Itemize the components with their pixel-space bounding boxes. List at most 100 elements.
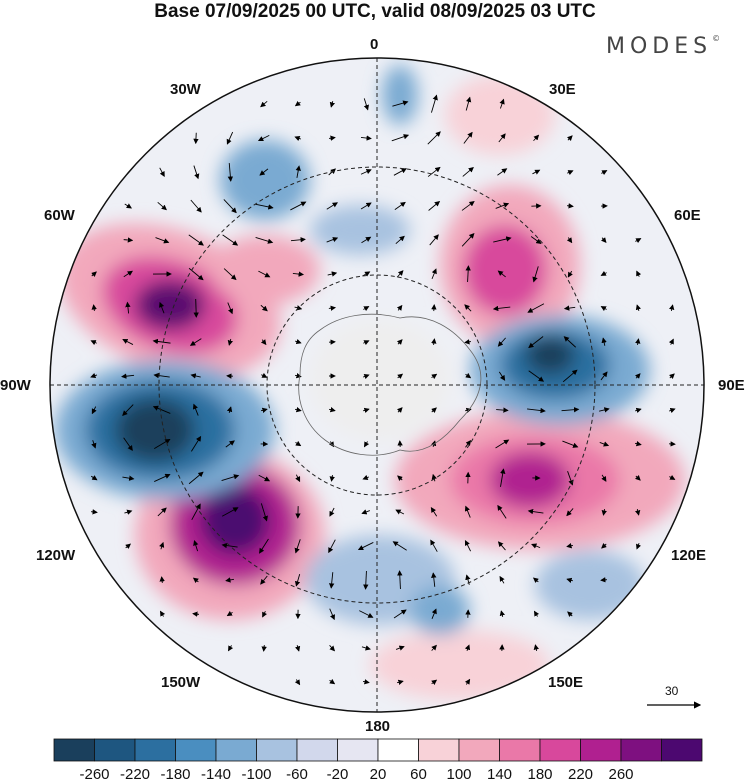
wind-arrow [125, 301, 131, 314]
wind-arrow [497, 270, 506, 278]
wind-arrow [295, 440, 302, 447]
wind-arrow [635, 238, 642, 244]
wind-arrow [123, 270, 133, 278]
wind-arrow [363, 98, 369, 111]
wind-arrow [294, 644, 301, 652]
wind-arrow [396, 304, 403, 311]
graticule [50, 58, 704, 712]
wind-arrow [260, 503, 268, 522]
wind-arrow [431, 679, 438, 686]
wind-arrow [295, 338, 302, 345]
wind-arrow [359, 610, 374, 618]
wind-arrow [601, 508, 607, 516]
wind-arrow [463, 131, 473, 144]
colorbar-tick-label: -220 [119, 766, 151, 783]
wind-arrow [121, 373, 135, 379]
map-boundary [49, 57, 705, 713]
wind-arrow [257, 134, 270, 142]
wind-arrow [125, 543, 132, 550]
lon-label-150e: 150E [548, 674, 584, 691]
positive-anomaly-northeast-core [463, 225, 547, 315]
colorbar-tick-label: 100 [446, 766, 472, 783]
wind-arrow [600, 270, 607, 276]
wind-arrow [362, 474, 369, 481]
wind-arrow [260, 100, 268, 108]
copyright-mark: © [712, 34, 721, 43]
lon-label-180: 180 [365, 718, 391, 735]
wind-arrow [498, 133, 506, 143]
wind-arrow [157, 201, 167, 211]
wind-arrow [326, 237, 339, 243]
wind-arrow [601, 474, 607, 482]
wind-arrow [635, 508, 641, 516]
wind-arrow [124, 203, 133, 209]
wind-arrow [431, 644, 437, 651]
wind-arrow [635, 304, 642, 311]
wind-arrow [496, 407, 509, 413]
negative-anomaly-south-2 [410, 585, 470, 635]
wind-arrow [223, 199, 237, 214]
wind-arrow [290, 237, 306, 243]
wind-arrow [431, 608, 437, 620]
wind-arrow [363, 570, 369, 590]
wind-arrow [495, 439, 510, 449]
wind-arrow [159, 167, 165, 177]
wind-arrow [635, 475, 641, 481]
wind-arrow [397, 570, 403, 590]
lon-label-30e: 30E [549, 81, 576, 98]
wind-arrow [192, 403, 199, 416]
wind-arrow [393, 168, 407, 176]
wind-arrow [465, 265, 471, 282]
wind-arrow [329, 100, 336, 108]
reference-vector-label: 30 [665, 684, 679, 698]
wind-arrow [258, 270, 271, 278]
wind-arrow [396, 679, 404, 685]
wind-arrow [599, 441, 610, 447]
wind-arrow [600, 577, 608, 583]
wind-arrow [191, 503, 201, 521]
wind-arrow [395, 645, 405, 651]
wind-arrow [635, 338, 641, 346]
colorbar-tick-label: 20 [369, 766, 387, 783]
wind-arrow [465, 372, 472, 379]
wind-arrow [493, 236, 512, 243]
colorbar-tick-label: -100 [241, 766, 272, 783]
positive-anomaly-southwest-peak [200, 485, 270, 555]
wind-arrow [464, 540, 472, 552]
wind-arrow [226, 610, 233, 617]
wind-arrow [261, 372, 268, 378]
colorbar-tick-label: 140 [486, 766, 513, 783]
wind-arrow [225, 440, 235, 448]
wind-arrow [122, 475, 135, 481]
wind-arrow [122, 404, 134, 417]
wind-arrow [495, 202, 510, 209]
wind-arrow [329, 645, 336, 652]
wind-arrow [295, 474, 301, 483]
wind-arrow [532, 266, 539, 283]
wind-arrow [497, 337, 506, 347]
wind-arrow [566, 508, 574, 517]
wind-arrow [532, 577, 539, 584]
wind-arrow [391, 134, 410, 142]
wind-arrow [431, 373, 438, 380]
wind-arrow [499, 98, 505, 109]
wind-arrow [566, 203, 574, 209]
lon-label-90w: 90W [0, 377, 31, 394]
wind-arrow [328, 305, 337, 311]
wind-arrow [223, 268, 237, 281]
wind-arrow [464, 644, 471, 651]
wind-arrow [190, 199, 202, 213]
wind-arrow [329, 507, 335, 517]
wind-arrow [527, 407, 546, 414]
wind-arrow [429, 234, 439, 246]
wind-arrow [430, 507, 438, 517]
colorbar-tick-label: 260 [608, 766, 634, 783]
wind-arrow [328, 135, 336, 141]
wind-arrow [601, 170, 608, 176]
wind-arrow [361, 236, 372, 244]
wind-arrow [327, 271, 338, 277]
wind-arrow [528, 336, 544, 349]
positive-anomaly-west-peak [135, 280, 205, 330]
wind-arrow [188, 471, 204, 485]
positive-anomaly-east-peak [490, 452, 570, 508]
